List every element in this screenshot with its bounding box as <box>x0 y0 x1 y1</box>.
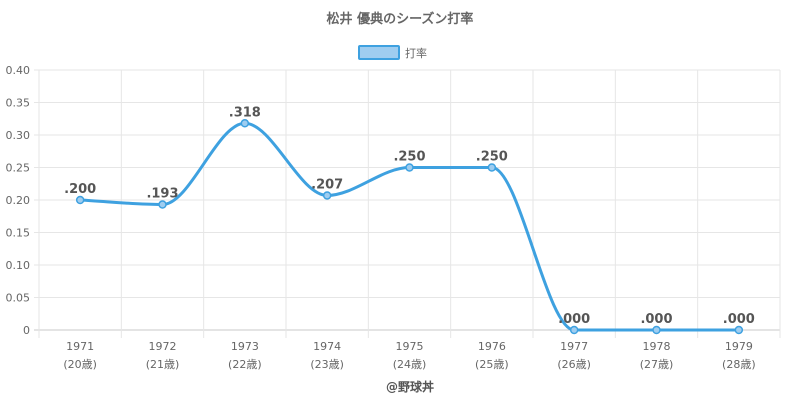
x-tick-label: 1977 <box>560 340 588 353</box>
x-tick-sublabel: (25歳) <box>475 358 509 371</box>
data-point <box>569 325 579 335</box>
data-label: .207 <box>311 177 343 192</box>
x-tick-sublabel: (21歳) <box>146 358 180 371</box>
x-tick-sublabel: (28歳) <box>722 358 756 371</box>
data-point <box>322 191 332 200</box>
data-label: .318 <box>229 105 261 120</box>
x-tick-sublabel: (26歳) <box>557 358 591 371</box>
x-tick-sublabel: (24歳) <box>393 358 427 371</box>
data-point <box>158 200 167 209</box>
x-tick-label: 1975 <box>396 340 424 353</box>
data-point <box>75 195 85 205</box>
data-label: .000 <box>640 312 672 327</box>
data-point <box>405 163 414 172</box>
y-tick-label: 0 <box>23 324 30 337</box>
series-batting-average <box>75 119 744 335</box>
legend-swatch-batting-average <box>358 45 400 60</box>
legend[interactable]: 打率 <box>358 45 427 60</box>
x-tick-sublabel: (22歳) <box>228 358 262 371</box>
y-tick-label: 0.05 <box>6 292 31 305</box>
x-tick-sublabel: (23歳) <box>310 358 344 371</box>
data-label: .250 <box>393 150 425 165</box>
y-tick-label: 0.35 <box>6 97 31 110</box>
x-axis: 1971 (20歳) 1972 (21歳) 1973 (22歳) 1974 (23歳) 1975… <box>63 340 755 371</box>
x-tick-sublabel: (27歳) <box>640 358 674 371</box>
y-tick-label: 0.25 <box>6 162 31 175</box>
legend-label-batting-average: 打率 <box>405 46 427 60</box>
x-tick-sublabel: (20歳) <box>63 358 97 371</box>
x-tick-label: 1979 <box>725 340 753 353</box>
y-axis: 0 0.05 0.10 0.15 0.20 0.25 0.30 0.35 0.40 <box>6 64 31 337</box>
data-labels: .200 .193 .318 .207 .250 .250 .000 .000 .000 <box>64 105 755 327</box>
y-tick-label: 0.30 <box>6 129 31 142</box>
x-tick-label: 1973 <box>231 340 259 353</box>
data-point <box>652 325 661 335</box>
chart-title: 松井 優典のシーズン打率 <box>327 11 474 27</box>
data-point <box>240 119 250 128</box>
data-point <box>487 163 497 172</box>
x-tick-label: 1972 <box>149 340 177 353</box>
data-point <box>734 325 744 335</box>
y-tick-label: 0.40 <box>6 64 31 77</box>
x-tick-label: 1978 <box>643 340 671 353</box>
data-label: .000 <box>558 312 590 327</box>
y-tick-label: 0.10 <box>6 259 31 272</box>
data-label: .200 <box>64 182 96 197</box>
y-tick-label: 0.20 <box>6 194 31 207</box>
x-tick-label: 1974 <box>313 340 341 353</box>
data-label: .250 <box>476 150 508 165</box>
credit-text: @野球丼 <box>386 379 434 394</box>
data-label: .000 <box>723 312 755 327</box>
x-tick-label: 1976 <box>478 340 506 353</box>
x-tick-label: 1971 <box>66 340 94 353</box>
data-label: .193 <box>146 187 178 202</box>
y-tick-label: 0.15 <box>6 227 31 240</box>
